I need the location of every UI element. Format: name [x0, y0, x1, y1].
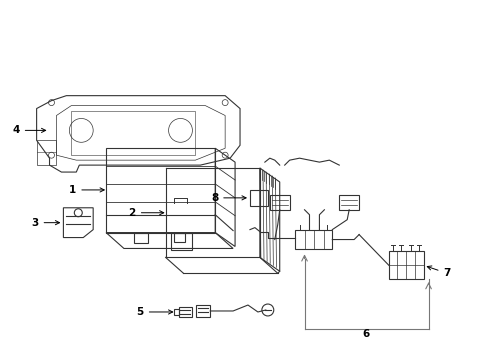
Text: 7: 7 — [427, 266, 450, 278]
Text: 1: 1 — [69, 185, 104, 195]
Text: 3: 3 — [31, 218, 60, 228]
Text: 2: 2 — [128, 208, 163, 218]
Text: 8: 8 — [210, 193, 245, 203]
Text: 4: 4 — [12, 125, 45, 135]
Text: 6: 6 — [362, 329, 369, 339]
Text: 5: 5 — [136, 307, 172, 317]
